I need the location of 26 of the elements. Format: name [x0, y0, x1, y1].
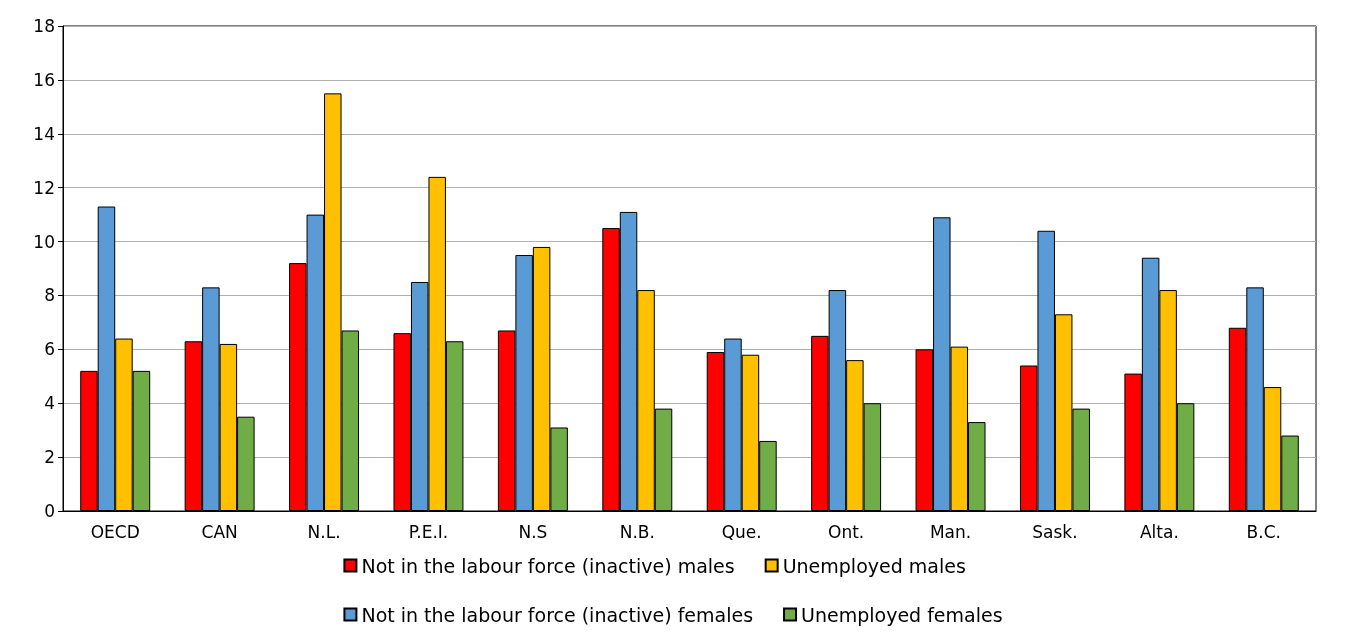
- x-tick-label: N.S: [518, 521, 548, 542]
- x-tick-label: P.E.I.: [408, 521, 449, 542]
- y-tick-label: 6: [44, 339, 55, 360]
- y-tick-label: 10: [33, 231, 55, 252]
- y-tick-label: 12: [33, 177, 55, 198]
- y-tick-label: 4: [44, 393, 55, 414]
- y-tick-label: 8: [44, 285, 55, 306]
- x-tick-label: N.L.: [307, 521, 341, 542]
- y-tick-label: 14: [33, 123, 55, 144]
- x-tick-label: Sask.: [1032, 521, 1078, 542]
- x-tick-label: Que.: [721, 521, 762, 542]
- x-tick-label: Ont.: [828, 521, 865, 542]
- y-tick-label: 16: [33, 69, 55, 90]
- legend-label: Unemployed males: [782, 554, 966, 577]
- y-tick-label: 2: [44, 447, 55, 468]
- x-tick-label: Man.: [929, 521, 972, 542]
- legend-label: Unemployed females: [801, 603, 1003, 626]
- x-tick-label: Alta.: [1139, 521, 1179, 542]
- x-tick-label: OECD: [90, 521, 140, 542]
- x-tick-label: CAN: [201, 521, 238, 542]
- legend-label: Not in the labour force (inactive) females: [361, 603, 754, 626]
- legend-label: Not in the labour force (inactive) males: [361, 554, 735, 577]
- x-tick-label: B.C.: [1246, 521, 1281, 542]
- y-tick-label: 0: [44, 501, 55, 521]
- y-tick-label: 18: [33, 16, 55, 36]
- x-tick-label: N.B.: [619, 521, 655, 542]
